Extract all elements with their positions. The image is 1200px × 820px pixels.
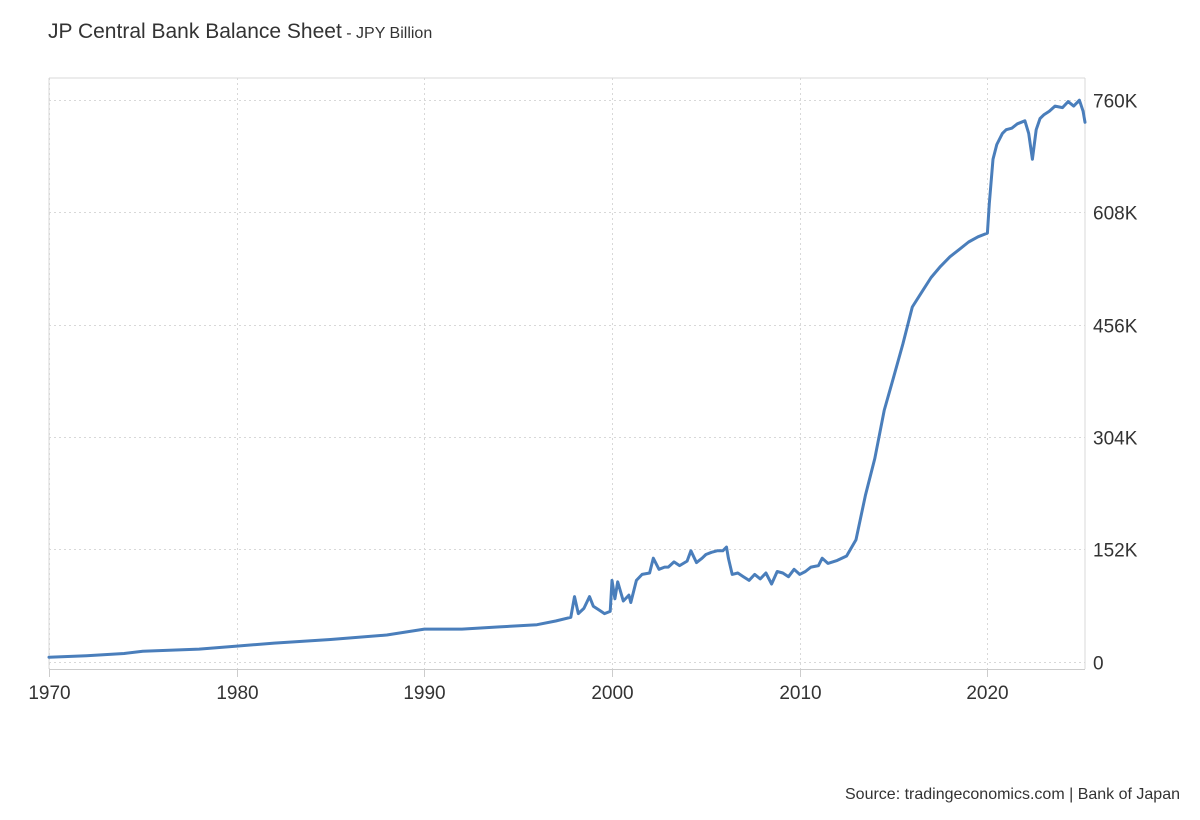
y-tick-label: 456K [1093, 317, 1138, 338]
y-tick-label: 760K [1093, 92, 1138, 113]
x-tick-label: 1980 [216, 683, 258, 704]
chart-title-text: JP Central Bank Balance Sheet [48, 20, 342, 43]
y-tick-label: 0 [1093, 654, 1104, 675]
chart-title: JP Central Bank Balance Sheet - JPY Bill… [48, 20, 432, 44]
source-attribution: Source: tradingeconomics.com | Bank of J… [845, 786, 1180, 803]
x-tick-label: 2000 [591, 683, 633, 704]
chart-unit-label: JPY Billion [356, 25, 433, 42]
x-tick-label: 2010 [779, 683, 821, 704]
x-tick-label: 2020 [966, 683, 1008, 704]
y-tick-label: 152K [1093, 541, 1138, 562]
y-tick-label: 304K [1093, 429, 1138, 450]
series-line-0 [47, 98, 1087, 659]
x-tick-label: 1990 [403, 683, 445, 704]
y-tick-label: 608K [1093, 204, 1138, 225]
x-tick-label: 1970 [28, 683, 70, 704]
chart-title-separator: - [346, 25, 352, 42]
